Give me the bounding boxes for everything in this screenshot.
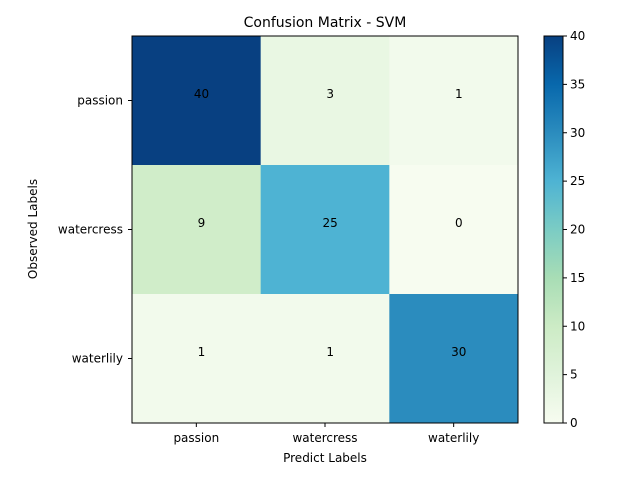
- colorbar-tick-label: 35: [570, 77, 585, 91]
- colorbar-ticks: 0 5 10 15 20 25 30 35 40: [563, 29, 585, 430]
- x-tick-label: passion: [173, 431, 219, 445]
- y-tick-label: waterlily: [72, 352, 123, 366]
- matrix-cell: [132, 36, 262, 166]
- matrix-cell: [260, 36, 390, 166]
- x-axis-label: Predict Labels: [283, 451, 367, 465]
- colorbar-tick-label: 40: [570, 29, 585, 43]
- y-axis-label: Observed Labels: [26, 179, 40, 279]
- x-tick-label: watercress: [292, 431, 357, 445]
- cell-value-label: 9: [198, 216, 206, 230]
- colorbar-tick-label: 20: [570, 223, 585, 237]
- matrix-cell: [389, 36, 519, 166]
- y-tick-label: watercress: [58, 223, 123, 237]
- matrix-cell: [260, 294, 390, 424]
- colorbar-tick-label: 0: [570, 416, 578, 430]
- cell-value-labels: 40 3 1 9 25 0 1 1 30: [194, 87, 467, 359]
- cell-value-label: 1: [455, 87, 463, 101]
- x-tick-label: waterlily: [428, 431, 479, 445]
- cell-value-label: 1: [326, 345, 334, 359]
- colorbar-tick-label: 10: [570, 319, 585, 333]
- y-axis-ticks: passion watercress waterlily: [58, 94, 132, 366]
- cell-value-label: 3: [326, 87, 334, 101]
- x-axis-ticks: passion watercress waterlily: [173, 423, 479, 445]
- matrix-cell: [132, 294, 262, 424]
- matrix-cell: [389, 165, 519, 295]
- y-tick-label: passion: [77, 94, 123, 108]
- matrix-cell: [389, 294, 519, 424]
- colorbar-tick-label: 25: [570, 174, 585, 188]
- colorbar-tick-label: 5: [570, 368, 578, 382]
- cell-value-label: 25: [323, 216, 338, 230]
- colorbar-tick-label: 15: [570, 271, 585, 285]
- matrix-cell: [132, 165, 262, 295]
- cell-value-label: 30: [451, 345, 466, 359]
- cell-value-label: 1: [198, 345, 206, 359]
- matrix-cell: [260, 165, 390, 295]
- matrix-cells: [132, 36, 519, 424]
- colorbar-tick-label: 30: [570, 126, 585, 140]
- cell-value-label: 0: [455, 216, 463, 230]
- cell-value-label: 40: [194, 87, 209, 101]
- chart-title: Confusion Matrix - SVM: [244, 15, 407, 31]
- colorbar: [543, 35, 564, 424]
